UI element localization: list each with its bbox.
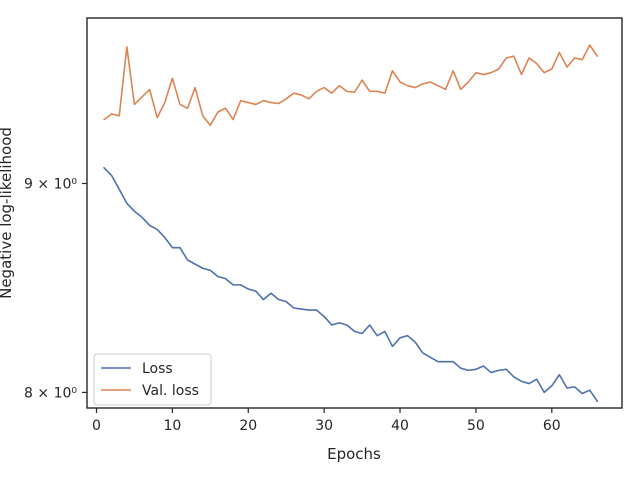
x-axis-label: Epochs [327,445,381,463]
x-tick-label: 0 [92,418,101,434]
y-axis-label: Negative log-likelihood [0,127,15,299]
y-axis-ticks: 8 × 10⁰ 9 × 10⁰ [24,176,87,401]
x-tick-label: 50 [467,418,485,434]
series-lines [103,44,599,403]
legend-label-val-loss: Val. loss [142,383,199,399]
x-tick-label: 60 [543,418,561,434]
y-tick-label: 8 × 10⁰ [24,385,77,401]
y-tick-label: 9 × 10⁰ [24,176,77,192]
plot-area [86,17,623,409]
x-tick-label: 20 [239,418,257,434]
legend: Loss Val. loss [93,353,212,406]
series-line-val-loss [103,44,599,127]
legend-label-loss: Loss [142,361,173,377]
legend-box [93,353,212,406]
x-tick-label: 40 [391,418,409,434]
x-axis-ticks: 0 10 20 30 40 50 60 [92,408,561,434]
x-tick-label: 30 [315,418,333,434]
x-tick-label: 10 [163,418,181,434]
series-line-loss [103,166,599,403]
